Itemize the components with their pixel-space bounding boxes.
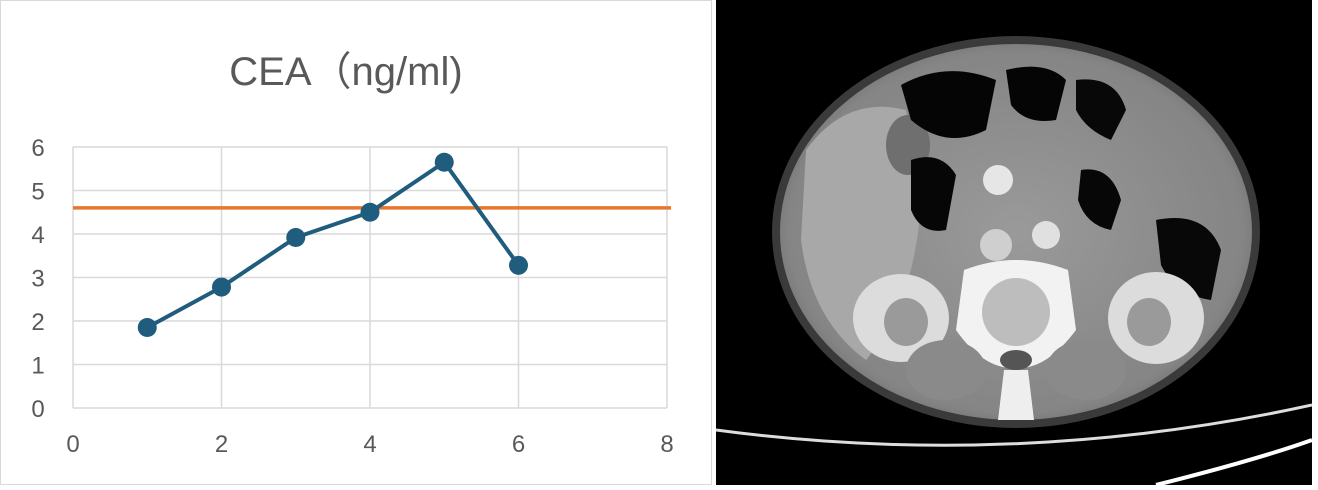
y-tick-label: 1 xyxy=(31,353,44,380)
y-tick-label: 2 xyxy=(31,309,44,336)
data-point xyxy=(434,152,454,172)
ct-abdomen-scan-icon xyxy=(716,36,1312,485)
y-tick-label: 3 xyxy=(31,266,44,293)
x-tick-label: 2 xyxy=(215,431,228,458)
grid xyxy=(72,146,668,409)
x-tick-label: 0 xyxy=(66,431,79,458)
chart-title: CEA（ng/ml) xyxy=(229,50,462,94)
data-point xyxy=(286,227,306,247)
tick-labels: 0 1 2 3 4 5 6 0 2 4 6 8 xyxy=(31,135,673,458)
cea-chart: CEA（ng/ml) 0 1 2 3 4 5 6 0 2 4 6 8 xyxy=(31,50,673,458)
cea-chart-panel: CEA（ng/ml) 0 1 2 3 4 5 6 0 2 4 6 8 xyxy=(0,0,712,485)
x-tick-label: 8 xyxy=(660,431,673,458)
data-point xyxy=(509,255,528,275)
x-tick-label: 4 xyxy=(363,431,376,458)
y-tick-label: 4 xyxy=(31,222,44,249)
y-tick-label: 5 xyxy=(31,179,44,206)
series-line xyxy=(146,160,521,330)
ct-scan-image xyxy=(716,0,1312,485)
x-tick-label: 6 xyxy=(512,431,525,458)
data-point xyxy=(360,202,380,222)
y-tick-label: 6 xyxy=(31,135,44,162)
series-layer xyxy=(137,152,528,338)
data-point xyxy=(212,277,231,297)
y-tick-label: 0 xyxy=(31,396,44,423)
data-point xyxy=(137,318,157,338)
